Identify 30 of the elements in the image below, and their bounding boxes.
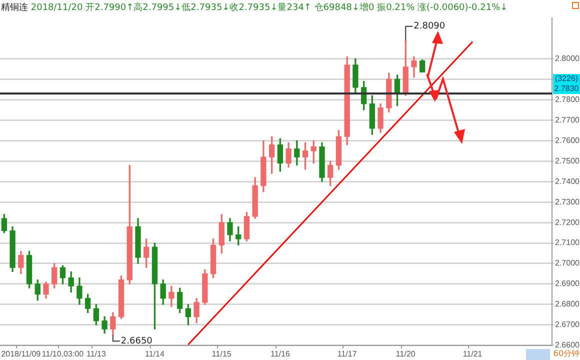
chart-title: 精铜连 [1, 3, 28, 13]
y-tick-label: 2.7700 [555, 115, 580, 124]
y-tick-label: 2.6700 [555, 320, 580, 330]
x-tick-label: 11/15 [212, 349, 232, 358]
text: (3226) [554, 74, 580, 84]
y-tick-label: 2.7400 [555, 176, 580, 186]
x-tick-label: 11/17 [337, 349, 358, 358]
y-tick-label: 2.7200 [555, 218, 580, 227]
x-tick-label: 2018/11/09 [1, 349, 42, 358]
x-tick-label: 11/20 [396, 349, 416, 358]
y-tick-label: 2.7600 [555, 136, 580, 145]
ref-line-label: 2.7830 [553, 84, 580, 94]
x-tick-label: 11/16 [270, 349, 290, 358]
y-tick-label: 2.7000 [555, 258, 580, 268]
annotation: 2.8090 [414, 22, 446, 32]
y-tick-label: 2.6900 [555, 279, 580, 288]
x-tick-label: 11/13 [86, 349, 106, 358]
x-tick-label: 11/21 [462, 349, 483, 358]
annotation: 2.6650 [120, 336, 153, 347]
y-tick-label: 2.7300 [555, 197, 580, 206]
y-tick-label: 2.7100 [555, 238, 580, 248]
x-tick-label: 11/10,03:00 [42, 349, 84, 358]
y-tick-label: 2.6600 [555, 340, 580, 350]
y-tick-label: 2.6800 [555, 300, 580, 309]
text: 60分钟 [553, 348, 580, 359]
chart-subtitle: 2018/11/20 开2.7990↑高2.7995↓低2.7935↓收2.7935↓量234↑ 仓69848↓增0 振0.21% 涨(-0.0060)-0.21%↓ [30, 3, 508, 13]
y-tick-label: 2.7500 [555, 156, 580, 166]
y-tick-label: 2.7800 [555, 94, 580, 104]
x-tick-label: 11/14 [145, 349, 165, 358]
y-tick-label: 2.8000 [555, 54, 580, 63]
